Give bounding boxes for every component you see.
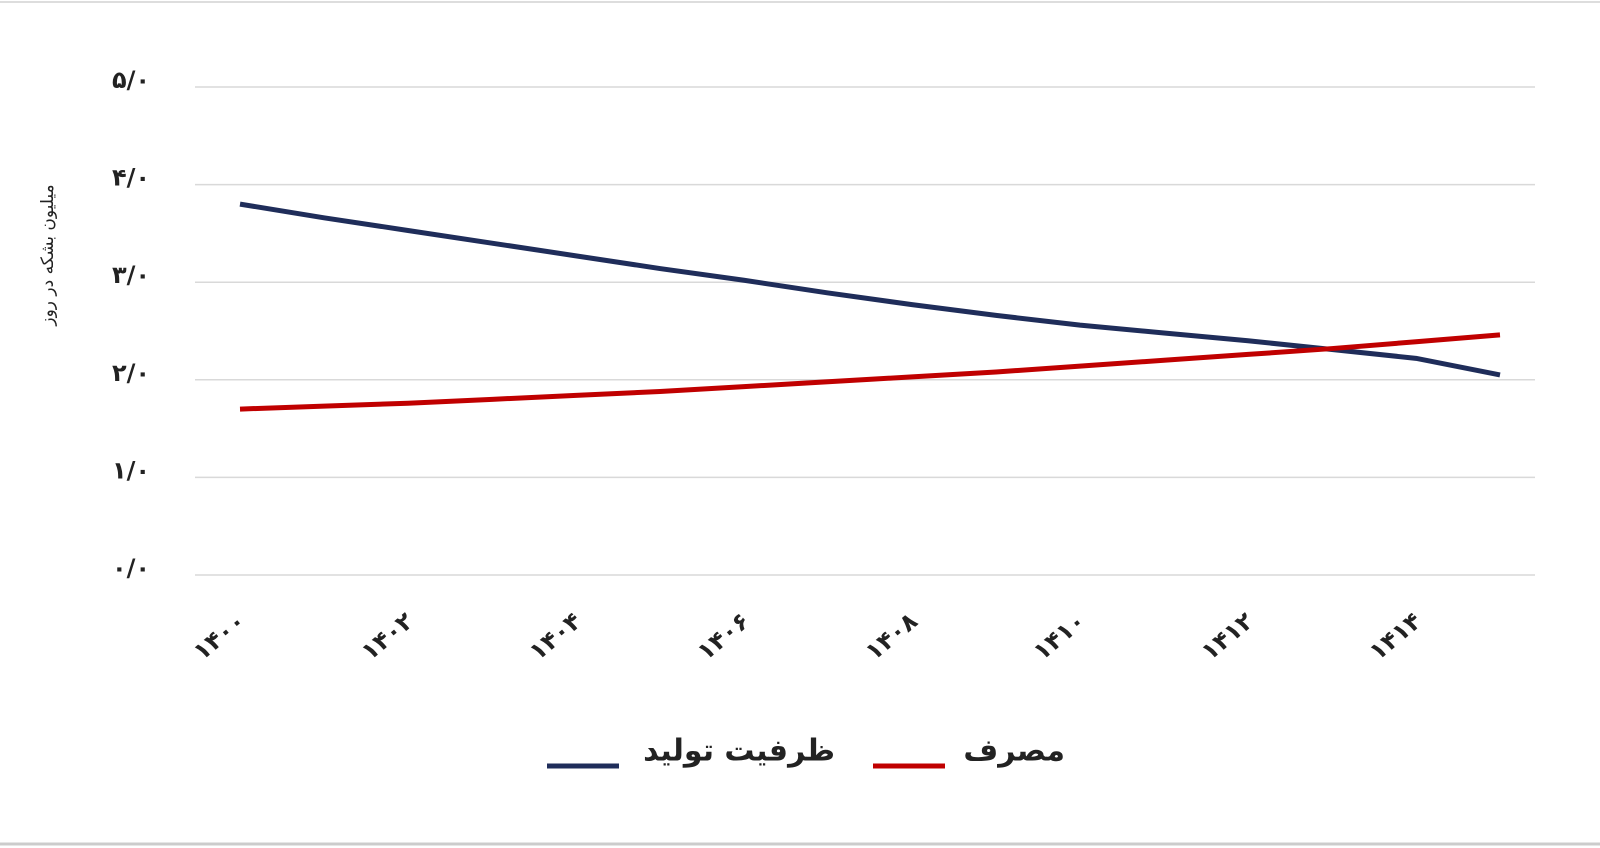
x-tick-label: ۱۴۰۸ <box>860 606 923 665</box>
x-tick-label: ۱۴۰۰ <box>188 607 251 666</box>
x-tick-label: ۱۴۰۴ <box>524 607 587 666</box>
legend-label: مصرف <box>963 734 1065 769</box>
y-tick-label: ۳/۰ <box>112 261 150 289</box>
x-tick-label: ۱۴۱۰ <box>1028 607 1091 666</box>
x-tick-label: ۱۴۰۲ <box>356 606 419 665</box>
legend-label: ظرفیت تولید <box>643 734 835 769</box>
line-series <box>239 332 1501 412</box>
y-tick-label: ۵/۰ <box>112 66 150 94</box>
y-tick-label: ۰/۰ <box>112 554 150 582</box>
x-tick-label: ۱۴۱۲ <box>1196 606 1259 665</box>
y-axis-label: میلیون بشکه در روز <box>38 184 58 326</box>
x-tick-label: ۱۴۰۶ <box>692 607 755 666</box>
y-tick-label: ۲/۰ <box>112 359 150 387</box>
line-series <box>239 201 1501 378</box>
y-tick-label: ۴/۰ <box>112 164 150 192</box>
x-tick-label: ۱۴۱۴ <box>1364 607 1427 666</box>
y-tick-label: ۱/۰ <box>112 456 150 484</box>
